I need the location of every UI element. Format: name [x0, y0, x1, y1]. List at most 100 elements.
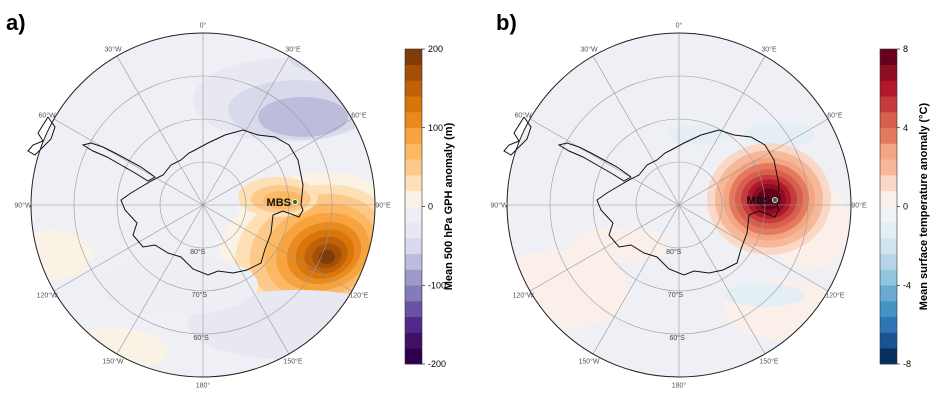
colorbar-step [880, 301, 897, 318]
station-label: MBS [747, 195, 771, 207]
antarctica-coastline [596, 129, 780, 276]
longitude-label: 120°E [349, 292, 368, 300]
colorbar-step [405, 127, 422, 144]
gph-negative-contour [98, 255, 258, 315]
colorbar-tick-label: 0 [903, 202, 908, 212]
longitude-label: 120°W [37, 292, 58, 300]
meridian-line [202, 118, 353, 206]
longitude-label: 60°W [515, 112, 533, 120]
meridian-line [678, 204, 766, 355]
colorbar-step [405, 222, 422, 239]
panel-a: a) 0° 30°E 60°E 90°E 120°E 150°E 180° 150°W 120°W… [6, 10, 455, 390]
longitude-label: 30°E [761, 46, 777, 54]
colorbar-step [880, 238, 897, 255]
meridian-line [678, 204, 829, 292]
colorbar-step [880, 112, 897, 129]
colorbar-step [880, 96, 897, 113]
meridian-line [592, 55, 680, 206]
colorbar-step [880, 222, 897, 239]
longitude-label: 120°E [825, 292, 844, 300]
colorbar-step [880, 332, 897, 349]
colorbar-step [880, 49, 897, 66]
colorbar-step [880, 143, 897, 160]
gph-negative-contour [258, 97, 348, 137]
colorbar-step [405, 175, 422, 192]
gph-positive-contour [263, 191, 303, 209]
colorbar-step [405, 238, 422, 255]
colorbar-step [405, 143, 422, 160]
longitude-label: 150°E [759, 357, 778, 365]
meridian-line [116, 55, 204, 206]
colorbar-step [405, 96, 422, 113]
colorbar-step [405, 332, 422, 349]
panel-label: b) [496, 10, 517, 35]
longitude-label: 60°W [39, 112, 57, 120]
colorbar-step [880, 64, 897, 81]
station-label: MBS [267, 197, 291, 209]
colorbar-step [880, 348, 897, 365]
colorbar-tick-label: -4 [903, 280, 911, 290]
longitude-label: 0° [200, 22, 207, 30]
latitude-label: 70°S [192, 291, 208, 299]
colorbar-tick-label: 4 [903, 123, 908, 133]
colorbar-tick-label: -100 [428, 280, 446, 290]
colorbar-step [880, 190, 897, 207]
colorbar-step [405, 285, 422, 302]
south-america-coastline [27, 116, 56, 156]
temp-negative-contour [744, 123, 814, 147]
colorbar-step [880, 175, 897, 192]
colorbar-step [405, 190, 422, 207]
longitude-label: 90°W [490, 202, 508, 210]
colorbar-step [880, 269, 897, 286]
colorbar-step [880, 127, 897, 144]
colorbar-title: Mean 500 hPa GPH anomaly (m) [443, 122, 455, 290]
colorbar-step [880, 206, 897, 223]
colorbar-tick-label: -200 [428, 359, 446, 369]
panel-b: b) 0° 30°E 60°E 90°E 120°E 150°E 180° 150°W 120°W… [490, 10, 930, 390]
peninsula-coastline [557, 142, 632, 182]
anomaly-field [507, 123, 849, 340]
colorbar-tick-label: 0 [428, 202, 433, 212]
colorbar-title: Mean surface temperature anomaly (°C) [918, 102, 930, 310]
longitude-label: 0° [676, 22, 683, 30]
colorbar-tick-label: -8 [903, 359, 911, 369]
longitude-label: 30°W [104, 46, 122, 54]
longitude-label: 180° [672, 382, 687, 390]
latitude-label: 80°S [666, 248, 682, 256]
meridian-line [202, 204, 290, 355]
meridian-line [53, 204, 204, 292]
temp-negative-contour [669, 125, 729, 145]
gph-positive-contour [319, 249, 335, 265]
longitude-label: 90°W [14, 202, 32, 210]
peninsula-coastline [81, 142, 156, 182]
colorbar-step [405, 316, 422, 333]
longitude-label: 150°W [578, 357, 599, 365]
station-marker [292, 199, 298, 205]
latitude-label: 60°S [194, 334, 210, 342]
colorbar-step [405, 253, 422, 270]
colorbar-tick-label: 200 [428, 44, 443, 54]
meridian-line [529, 118, 680, 206]
meridian-line [529, 204, 680, 292]
gph-positive-contour [31, 230, 93, 280]
colorbar-step [880, 253, 897, 270]
colorbar-step [405, 269, 422, 286]
panel-label: a) [6, 10, 26, 35]
longitude-label: 150°W [102, 357, 123, 365]
longitude-label: 60°E [827, 112, 843, 120]
meridian-line [53, 118, 204, 206]
south-america-coastline [503, 116, 532, 156]
longitude-label: 120°W [513, 292, 534, 300]
meridian-line [202, 204, 353, 292]
colorbar-tick-label: 8 [903, 44, 908, 54]
colorbar-step [405, 112, 422, 129]
latitude-label: 80°S [190, 248, 206, 256]
colorbar-step [405, 80, 422, 97]
gph-negative-contour [288, 35, 375, 75]
map-border [506, 32, 852, 378]
temp-positive-contour [569, 227, 669, 263]
colorbar: 200 100 0 -100 -200 Mean 500 hPa GPH anomaly … [404, 44, 455, 369]
colorbar-step [405, 301, 422, 318]
station-marker [772, 197, 778, 203]
